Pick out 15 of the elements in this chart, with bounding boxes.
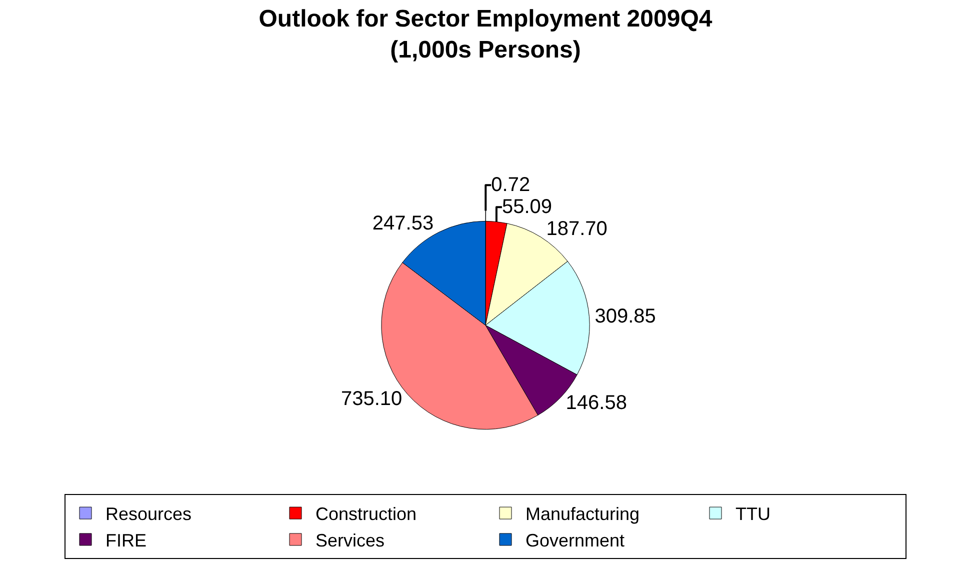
data-label: 0.72 [491,174,530,196]
legend-label: Resources [106,504,192,524]
data-label: 146.58 [566,392,627,414]
data-label: 55.09 [502,196,552,218]
legend-label: Manufacturing [526,504,640,524]
legend-label: Services [316,530,385,550]
data-label: 735.10 [340,388,402,410]
chart-title: Outlook for Sector Employment 2009Q4 (1,000s Persons) [258,5,713,64]
legend-label: Construction [316,504,417,524]
data-label: 309.85 [594,306,656,328]
legend-label: FIRE [106,530,147,550]
legend-label: Government [526,530,625,550]
data-label: 247.53 [372,212,434,234]
data-label: 187.70 [546,218,608,240]
legend-label: TTU [736,504,770,524]
